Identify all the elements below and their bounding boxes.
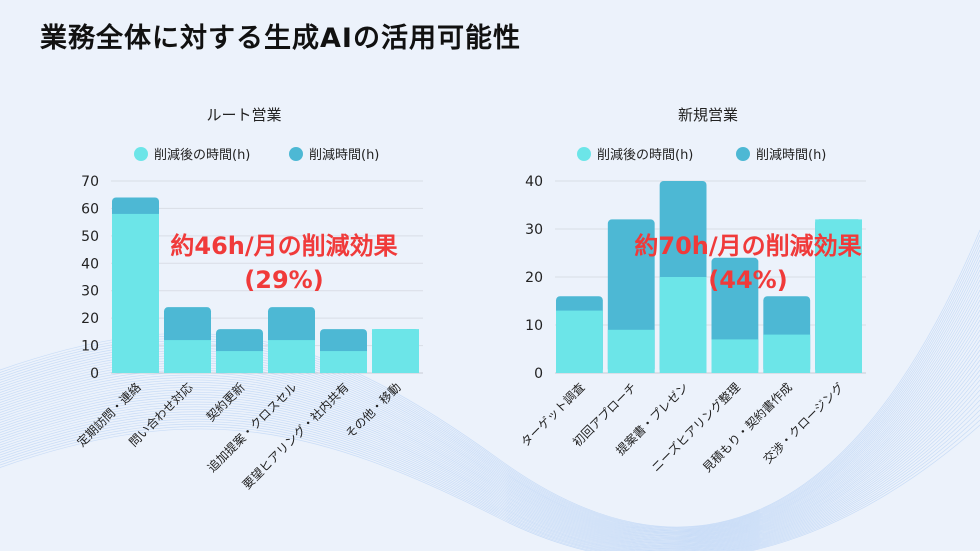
legend-label: 削減時間(h): [756, 147, 826, 163]
wave-line: [0, 379, 980, 551]
y-tick-label: 0: [90, 366, 99, 382]
wave-line: [0, 324, 980, 544]
y-tick-label: 50: [81, 229, 99, 245]
wave-line: [0, 329, 980, 545]
bar-after: [164, 340, 211, 373]
x-tick-label: 要望ヒアリング・社内共有: [239, 380, 351, 492]
wave-line: [0, 364, 980, 551]
bar-after: [607, 329, 655, 373]
wave-line: [0, 339, 980, 546]
legend-label: 削減後の時間(h): [154, 147, 250, 163]
wave-line: [0, 349, 980, 548]
wave-line: [0, 334, 980, 546]
bar-after: [112, 213, 159, 373]
legend-swatch: [134, 147, 148, 161]
bar-after: [763, 334, 811, 373]
x-tick-label: その他・移動: [343, 380, 404, 441]
wave-line: [0, 359, 980, 550]
annotation-text: 約46h/月の削減効果: [170, 232, 397, 260]
wave-line: [0, 399, 980, 551]
wave-line: [0, 314, 980, 542]
wave-line: [0, 369, 980, 551]
legend-swatch: [577, 147, 591, 161]
wave-line: [0, 424, 980, 551]
y-tick-label: 70: [81, 174, 99, 190]
bar-after: [320, 351, 367, 373]
bar-after: [556, 310, 603, 373]
bar-after: [216, 351, 263, 373]
chart-title: 新規営業: [678, 106, 738, 124]
legend-label: 削減時間(h): [309, 147, 379, 163]
y-tick-label: 0: [534, 366, 543, 382]
wave-line: [0, 354, 980, 549]
y-tick-label: 10: [81, 339, 99, 355]
annotation-percent: (29%): [244, 266, 323, 294]
page-title: 業務全体に対する生成AIの活用可能性: [40, 23, 521, 54]
wave-line: [0, 394, 980, 551]
legend-swatch: [289, 147, 303, 161]
bar-after-cap: [815, 219, 862, 228]
x-tick-label: ニーズヒアリング整理: [648, 380, 743, 475]
bar-after: [815, 219, 862, 373]
bar-after-cap: [372, 329, 419, 338]
wave-line: [0, 404, 980, 551]
annotation-percent: (44%): [708, 266, 787, 294]
legend-swatch: [736, 147, 750, 161]
x-tick-label: 見積もり・契約書作成: [699, 380, 794, 475]
legend-label: 削減後の時間(h): [597, 147, 693, 163]
wave-line: [0, 389, 980, 551]
y-tick-label: 40: [81, 256, 99, 272]
wave-line: [0, 319, 980, 543]
wave-line: [0, 374, 980, 551]
bar-after: [268, 340, 315, 373]
y-tick-label: 20: [525, 270, 543, 286]
y-tick-label: 40: [525, 174, 543, 190]
y-tick-label: 30: [81, 284, 99, 300]
y-tick-label: 10: [525, 318, 543, 334]
x-tick-label: 追加提案・クロスセル: [204, 380, 299, 475]
wave-line: [0, 409, 980, 551]
wave-line: [0, 384, 980, 551]
chart-title: ルート営業: [206, 106, 281, 124]
wave-line: [0, 419, 980, 551]
y-tick-label: 30: [525, 222, 543, 238]
bar-after: [711, 339, 759, 373]
wave-line: [0, 414, 980, 551]
bar-after: [659, 277, 707, 373]
x-tick-label: 契約更新: [203, 380, 248, 425]
annotation-text: 約70h/月の削減効果: [634, 232, 861, 260]
y-tick-label: 60: [81, 201, 99, 217]
wave-line: [0, 344, 980, 547]
y-tick-label: 20: [81, 311, 99, 327]
